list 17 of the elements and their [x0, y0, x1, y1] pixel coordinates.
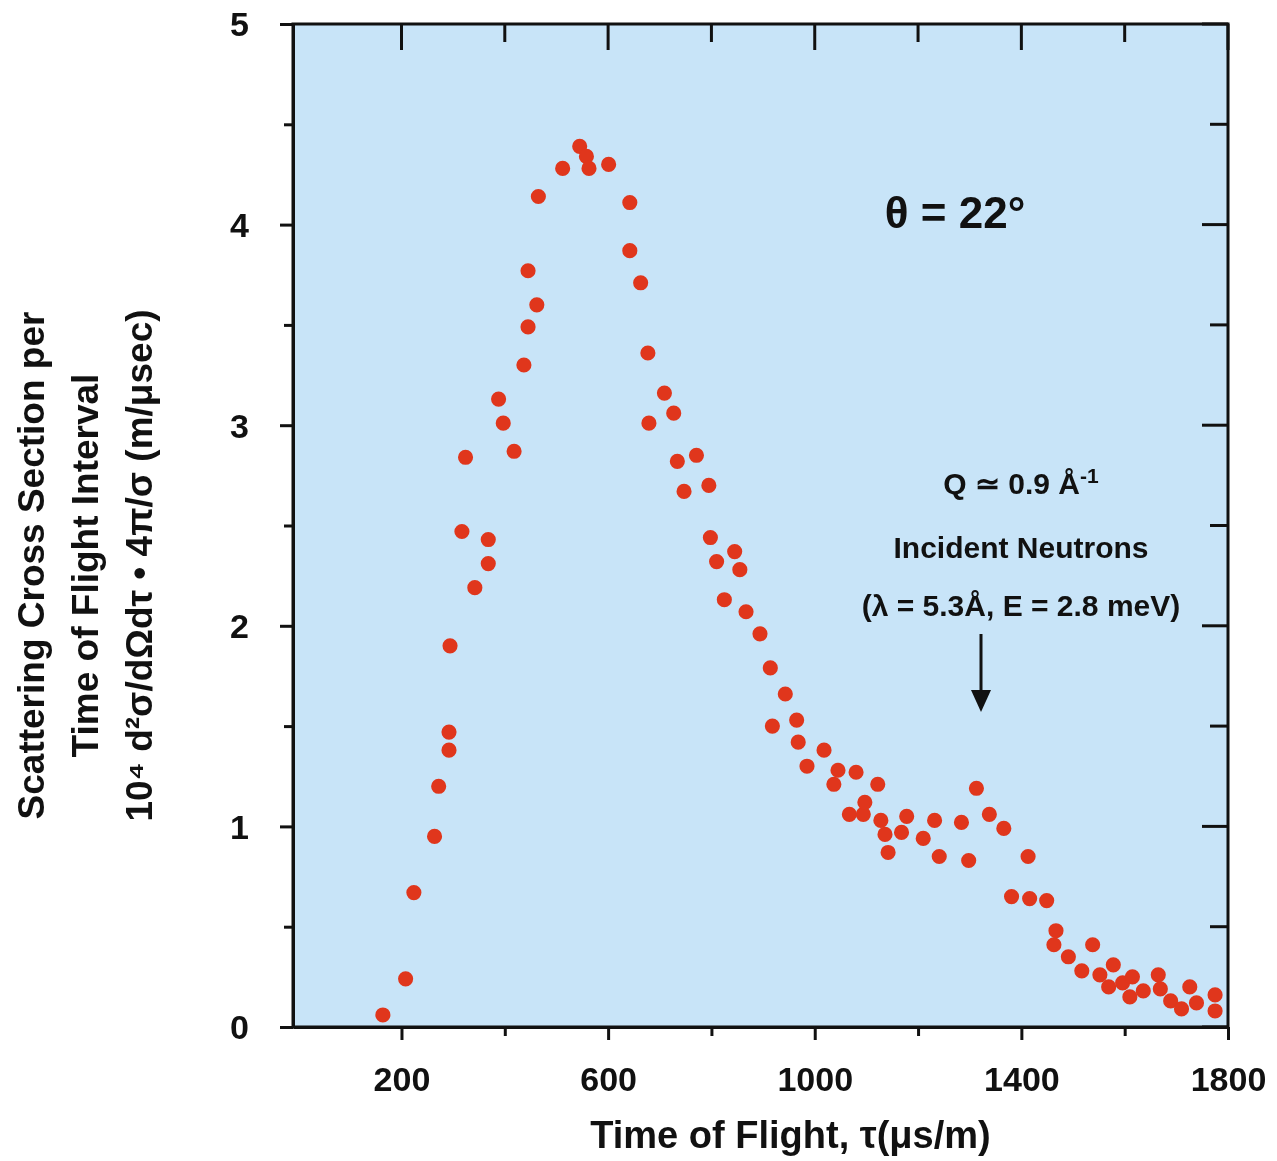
annotation: Incident Neutrons [893, 531, 1149, 564]
y-tick-label: 3 [230, 406, 249, 445]
annotation: (λ = 5.3Å, E = 2.8 meV) [861, 589, 1181, 622]
x-axis-title: Time of Flight, τ(μs/m) [590, 1114, 991, 1156]
x-tick-label: 600 [580, 1060, 637, 1099]
y-tick-label: 1 [230, 807, 249, 846]
annotation: Q ≃ 0.9 Å$^{-1}$ [943, 463, 1100, 500]
annotation: θ = 22° [884, 188, 1026, 237]
y-tick-label: 0 [230, 1008, 249, 1047]
y-tick-label: 2 [230, 607, 249, 646]
y-tick-label: 4 [230, 206, 250, 244]
x-tick-label: 1800 [1190, 1060, 1267, 1099]
x-tick-label: 1000 [777, 1060, 854, 1099]
y-tick-label: 5 [230, 5, 249, 44]
x-tick-label: 1400 [984, 1060, 1060, 1099]
y-axis-title: Scattering Cross Section per Time of Flight Interval 10⁴ d²σ/dΩdτ • 4π/σ (m/μsec) [11, 309, 160, 822]
x-tick-label: 200 [373, 1060, 431, 1099]
